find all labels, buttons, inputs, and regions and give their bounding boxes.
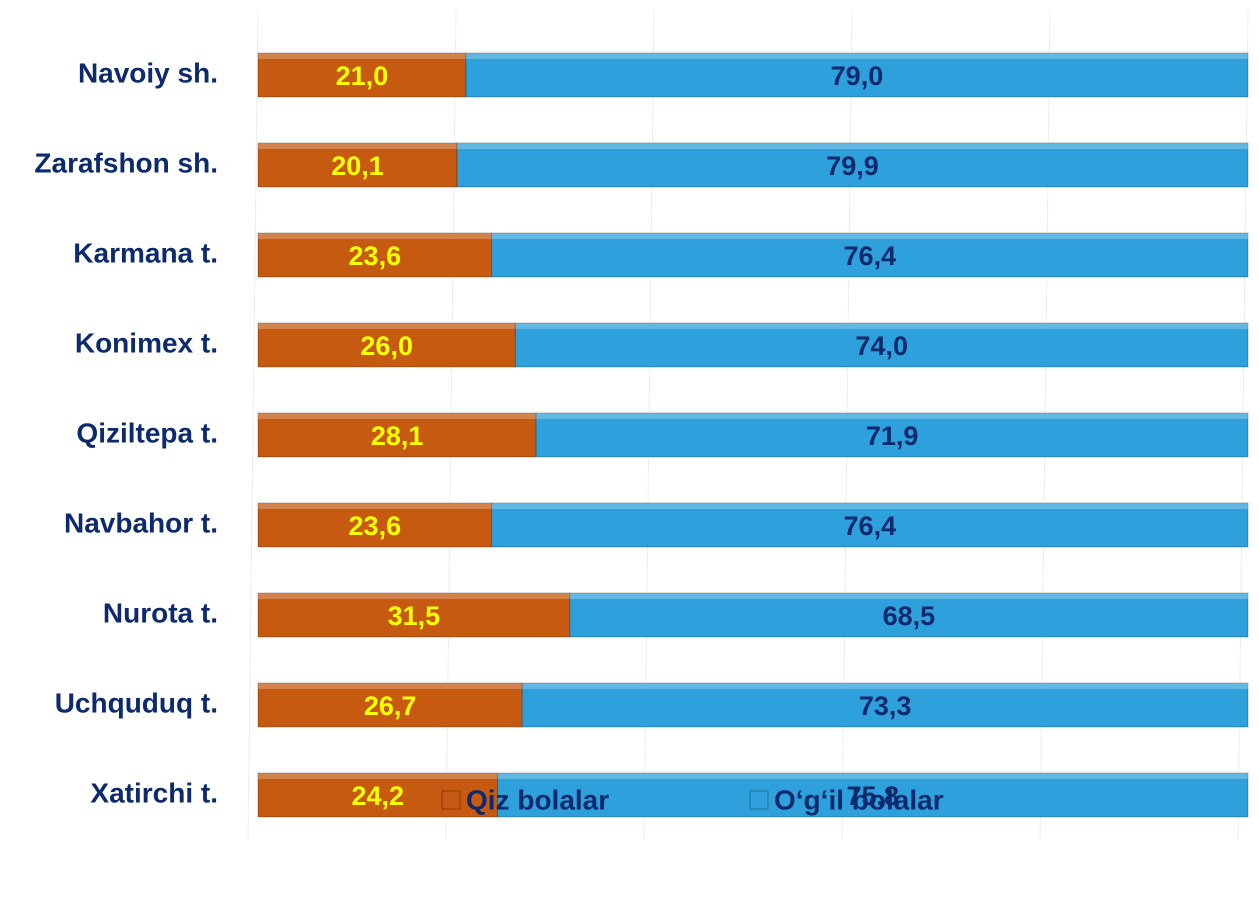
- value-label: 23,6: [349, 241, 402, 271]
- grid-line: [247, 9, 259, 841]
- value-label: 20,1: [331, 151, 384, 181]
- bar-segment: [257, 322, 516, 368]
- value-label: 74,0: [855, 331, 908, 361]
- value-label: 31,5: [388, 601, 441, 631]
- bar-highlight: [536, 413, 1248, 419]
- bar-highlight: [522, 683, 1248, 689]
- value-label: 75,8: [847, 781, 900, 811]
- bar-highlight: [258, 683, 523, 689]
- bar-segment: [257, 412, 537, 458]
- bar-segment: [257, 52, 467, 98]
- bar-highlight: [491, 503, 1248, 509]
- value-label: 76,4: [844, 511, 897, 541]
- bar-segment: [491, 502, 1249, 548]
- value-label: 79,0: [831, 61, 884, 91]
- bar-segment: [514, 322, 1249, 368]
- value-label: 73,3: [859, 691, 912, 721]
- bar-highlight: [569, 593, 1248, 599]
- category-label: Uchquduq t.: [55, 687, 218, 718]
- bar-segment: [465, 52, 1249, 98]
- bar-highlight: [258, 323, 516, 329]
- value-label: 21,0: [336, 61, 389, 91]
- category-label: Zarafshon sh.: [34, 147, 218, 178]
- bar-segment: [569, 592, 1249, 638]
- legend-swatch: [749, 790, 769, 810]
- bar-segment: [257, 232, 493, 278]
- category-label: Qiziltepa t.: [76, 417, 218, 448]
- bar-segment: [535, 412, 1249, 458]
- bar-highlight: [456, 143, 1248, 149]
- bar-segment: [497, 772, 1249, 818]
- bar-highlight: [258, 233, 492, 239]
- category-label: Navoiy sh.: [78, 57, 218, 88]
- bar-segment: [257, 502, 493, 548]
- bar-highlight: [491, 233, 1248, 239]
- bar-segment: [257, 142, 458, 188]
- bar-highlight: [465, 53, 1248, 59]
- category-label: Navbahor t.: [64, 507, 218, 538]
- legend-label: Qiz bolalar: [466, 784, 609, 815]
- value-label: 76,4: [844, 241, 897, 271]
- value-label: 68,5: [883, 601, 936, 631]
- bar-highlight: [497, 773, 1249, 779]
- legend-label: O‘g‘il bolalar: [774, 784, 944, 815]
- bar-segment: [456, 142, 1249, 188]
- category-label: Karmana t.: [73, 237, 218, 268]
- value-label: 24,2: [352, 781, 405, 811]
- category-label: Konimex t.: [75, 327, 218, 358]
- bar-highlight: [515, 323, 1248, 329]
- value-label: 26,7: [364, 691, 417, 721]
- bar-segment: [257, 592, 571, 638]
- bar-highlight: [258, 413, 537, 419]
- value-label: 23,6: [349, 511, 402, 541]
- bar-highlight: [258, 773, 498, 779]
- category-label: Nurota t.: [103, 597, 218, 628]
- bar-highlight: [258, 53, 466, 59]
- bar-highlight: [258, 143, 457, 149]
- legend-swatch: [441, 790, 461, 810]
- bar-segment: [491, 232, 1249, 278]
- value-label: 71,9: [866, 421, 919, 451]
- bar-segment: [521, 682, 1249, 728]
- value-label: 26,0: [360, 331, 413, 361]
- bar-highlight: [258, 593, 570, 599]
- value-label: 79,9: [826, 151, 879, 181]
- category-label: Xatirchi t.: [90, 777, 218, 808]
- value-label: 28,1: [371, 421, 424, 451]
- bar-segment: [257, 682, 523, 728]
- bar-highlight: [258, 503, 492, 509]
